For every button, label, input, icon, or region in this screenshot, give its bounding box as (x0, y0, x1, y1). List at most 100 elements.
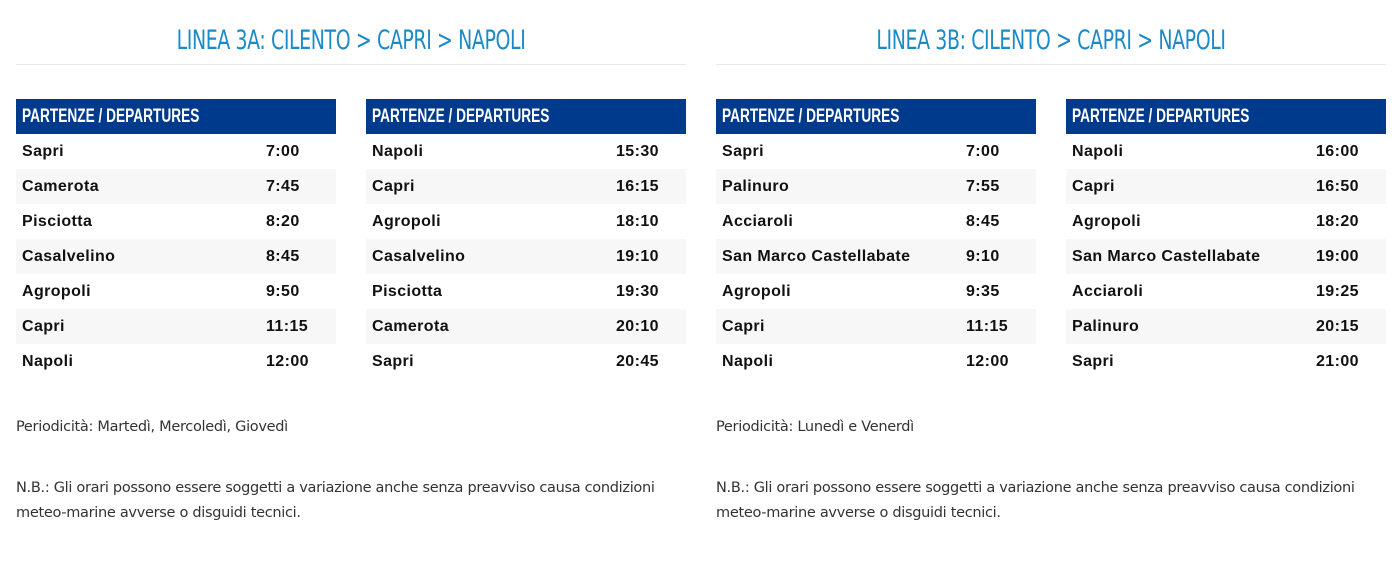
departure-time: 7:55 (966, 178, 1000, 195)
table-row: Casalvelino 8:45 (16, 239, 336, 274)
departure-time: 15:30 (616, 143, 659, 160)
table-row: Agropoli 9:50 (16, 274, 336, 309)
stop-name: Camerota (22, 178, 100, 195)
departure-time: 19:00 (1316, 248, 1359, 265)
departure-time: 11:15 (266, 318, 309, 335)
disclaimer-note: N.B.: Gli orari possono essere soggetti … (716, 480, 1355, 521)
divider (716, 64, 1386, 65)
departure-time: 16:00 (1316, 143, 1359, 160)
departure-time: 8:20 (266, 213, 300, 230)
table-row: Agropoli 18:10 (366, 204, 686, 239)
stop-name: Agropoli (1072, 213, 1141, 230)
stop-name: Casalvelino (22, 248, 116, 265)
departure-time: 21:00 (1316, 353, 1359, 370)
table-header: PARTENZE / DEPARTURES (366, 99, 686, 134)
table-row: Sapri 7:00 (716, 134, 1036, 169)
table-row: Palinuro 20:15 (1066, 309, 1386, 344)
departure-time: 19:25 (1316, 283, 1359, 300)
disclaimer-note: N.B.: Gli orari possono essere soggetti … (16, 480, 655, 521)
stop-name: Acciaroli (722, 213, 794, 230)
stop-name: Sapri (722, 143, 765, 160)
stop-name: Palinuro (1072, 318, 1140, 335)
departures-table-outbound: PARTENZE / DEPARTURES Sapri 7:00 Palinuro… (716, 99, 1036, 379)
table-row: Napoli 15:30 (366, 134, 686, 169)
stop-name: Pisciotta (22, 213, 93, 230)
departure-time: 12:00 (266, 353, 309, 370)
departure-time: 8:45 (266, 248, 300, 265)
stop-name: Sapri (22, 143, 65, 160)
departure-time: 18:10 (616, 213, 659, 230)
departure-time: 9:50 (266, 283, 300, 300)
table-row: Napoli 12:00 (716, 344, 1036, 379)
table-row: Capri 16:50 (1066, 169, 1386, 204)
stop-name: Pisciotta (372, 283, 443, 300)
departure-time: 16:50 (1316, 178, 1359, 195)
departure-time: 12:00 (966, 353, 1009, 370)
table-row: Napoli 12:00 (16, 344, 336, 379)
table-row: Pisciotta 19:30 (366, 274, 686, 309)
stop-name: Capri (722, 318, 765, 335)
departure-time: 11:15 (966, 318, 1009, 335)
stop-name: Capri (22, 318, 65, 335)
table-row: Camerota 20:10 (366, 309, 686, 344)
departures-table-return: PARTENZE / DEPARTURES Napoli 15:30 Capri 1… (366, 99, 686, 379)
table-row: Palinuro 7:55 (716, 169, 1036, 204)
stop-name: Capri (372, 178, 415, 195)
stop-name: Camerota (372, 318, 450, 335)
departure-time: 20:45 (616, 353, 659, 370)
table-row: Acciaroli 8:45 (716, 204, 1036, 239)
stop-name: Napoli (1072, 143, 1124, 160)
line-title: LINEA 3A: CILENTO > CAPRI > NAPOLI (176, 25, 526, 56)
stop-name: Palinuro (722, 178, 790, 195)
stop-name: Casalvelino (372, 248, 466, 265)
departure-time: 19:10 (616, 248, 659, 265)
departure-time: 7:45 (266, 178, 300, 195)
periodicity-text: Periodicità: Martedì, Mercoledì, Giovedì (16, 419, 288, 435)
stop-name: Acciaroli (1072, 283, 1144, 300)
line-title: LINEA 3B: CILENTO > CAPRI > NAPOLI (876, 25, 1226, 56)
table-row: Sapri 20:45 (366, 344, 686, 379)
table-row: Agropoli 9:35 (716, 274, 1036, 309)
stop-name: Capri (1072, 178, 1115, 195)
stop-name: San Marco Castellabate (1072, 248, 1261, 265)
departure-time: 18:20 (1316, 213, 1359, 230)
table-header: PARTENZE / DEPARTURES (716, 99, 1036, 134)
departures-table-outbound: PARTENZE / DEPARTURES Sapri 7:00 Camerota… (16, 99, 336, 379)
departure-time: 8:45 (966, 213, 1000, 230)
departure-time: 9:35 (966, 283, 1000, 300)
table-header: PARTENZE / DEPARTURES (16, 99, 336, 134)
stop-name: Agropoli (722, 283, 791, 300)
departures-table-return: PARTENZE / DEPARTURES Napoli 16:00 Capri 1… (1066, 99, 1386, 379)
departure-time: 20:10 (616, 318, 659, 335)
table-row: Capri 11:15 (716, 309, 1036, 344)
periodicity-text: Periodicità: Lunedì e Venerdì (716, 419, 914, 435)
table-row: Napoli 16:00 (1066, 134, 1386, 169)
departure-time: 20:15 (1316, 318, 1359, 335)
table-row: Camerota 7:45 (16, 169, 336, 204)
stop-name: Napoli (22, 353, 74, 370)
table-header-label: PARTENZE / DEPARTURES (1072, 106, 1250, 127)
table-row: Agropoli 18:20 (1066, 204, 1386, 239)
table-row: San Marco Castellabate 9:10 (716, 239, 1036, 274)
table-header-label: PARTENZE / DEPARTURES (372, 106, 550, 127)
table-header-label: PARTENZE / DEPARTURES (22, 106, 200, 127)
departure-time: 9:10 (966, 248, 1000, 265)
divider (16, 64, 686, 65)
table-header-label: PARTENZE / DEPARTURES (722, 106, 900, 127)
stop-name: Agropoli (372, 213, 441, 230)
table-row: Capri 11:15 (16, 309, 336, 344)
stop-name: Sapri (1072, 353, 1115, 370)
stop-name: Sapri (372, 353, 415, 370)
table-row: Sapri 21:00 (1066, 344, 1386, 379)
table-header: PARTENZE / DEPARTURES (1066, 99, 1386, 134)
table-row: Pisciotta 8:20 (16, 204, 336, 239)
departure-time: 7:00 (266, 143, 300, 160)
table-row: Casalvelino 19:10 (366, 239, 686, 274)
stop-name: Napoli (372, 143, 424, 160)
departure-time: 7:00 (966, 143, 1000, 160)
departure-time: 19:30 (616, 283, 659, 300)
table-row: Sapri 7:00 (16, 134, 336, 169)
departure-time: 16:15 (616, 178, 659, 195)
table-row: San Marco Castellabate 19:00 (1066, 239, 1386, 274)
stop-name: San Marco Castellabate (722, 248, 911, 265)
